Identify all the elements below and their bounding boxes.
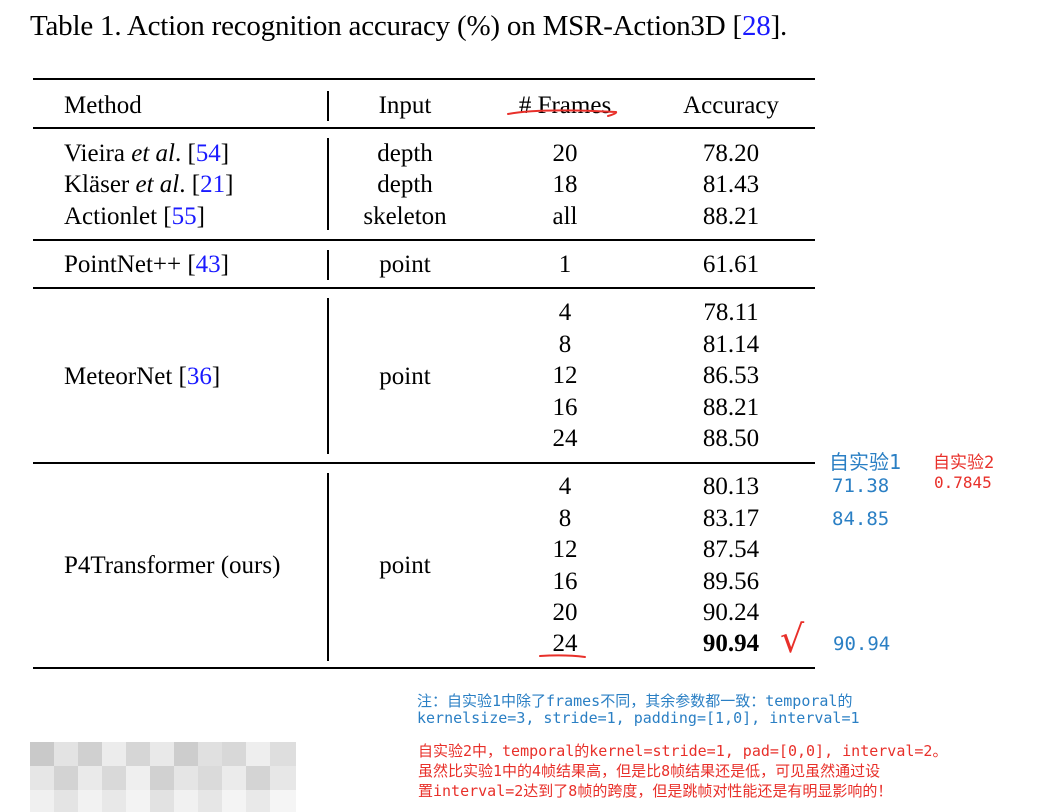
meteornet-input: point bbox=[379, 363, 431, 390]
exp1-value-4frames: 71.38 bbox=[832, 475, 890, 497]
table-row-input: depth bbox=[377, 140, 433, 167]
col-separator bbox=[327, 250, 329, 280]
table-row-input: depth bbox=[377, 171, 433, 198]
table-row-accuracy: 81.43 bbox=[702, 171, 760, 198]
p4-accuracy-cell: 90.24 bbox=[702, 599, 760, 626]
table-row-method: Actionlet [55] bbox=[64, 203, 205, 230]
meteornet-frames-cell: 4 bbox=[558, 299, 572, 326]
meteornet-accuracy-cell: 88.50 bbox=[702, 425, 760, 452]
meteornet-frames-cell: 16 bbox=[552, 394, 578, 421]
p4-frames-cell: 8 bbox=[558, 505, 572, 532]
p4-accuracy-cell: 89.56 bbox=[702, 568, 760, 595]
p4-frames-cell: 24 bbox=[552, 630, 578, 657]
meteornet-accuracy-cell: 88.21 bbox=[702, 394, 760, 421]
table-row-input: skeleton bbox=[363, 203, 447, 230]
meteornet-accuracy-cell: 86.53 bbox=[702, 362, 760, 389]
top-rule bbox=[33, 78, 815, 80]
note-exp2-line2: 虽然比实验1中的4帧结果高，但是比8帧结果还是低，可见虽然通过设 bbox=[418, 762, 881, 780]
bottom-rule bbox=[33, 667, 815, 669]
table-row-accuracy: 78.20 bbox=[702, 140, 760, 167]
citation-link[interactable]: 55 bbox=[171, 203, 197, 230]
table-row-frames: 1 bbox=[558, 251, 572, 278]
note-exp1-line2: kernelsize=3, stride=1, padding=[1,0], i… bbox=[417, 709, 860, 727]
citation-link[interactable]: 21 bbox=[200, 171, 226, 198]
table-row-accuracy: 88.21 bbox=[702, 203, 760, 230]
p4-input: point bbox=[379, 552, 431, 579]
table-row-method: Kläser et al. [21] bbox=[64, 171, 234, 198]
meteornet-method: MeteorNet [36] bbox=[64, 363, 221, 390]
exp1-value-8frames: 84.85 bbox=[832, 508, 890, 530]
group-rule-1 bbox=[33, 239, 815, 241]
meteornet-accuracy-cell: 78.11 bbox=[703, 299, 759, 326]
p4-accuracy-cell: 80.13 bbox=[702, 473, 760, 500]
table-row-input: point bbox=[379, 251, 431, 278]
p4-accuracy-cell: 83.17 bbox=[702, 505, 760, 532]
header-rule bbox=[33, 127, 815, 129]
group-rule-2 bbox=[33, 287, 815, 289]
table-caption: Table 1. Action recognition accuracy (%)… bbox=[30, 10, 788, 42]
col-separator bbox=[327, 91, 329, 121]
table-row-method: PointNet++ [43] bbox=[64, 251, 229, 278]
p4-frames-cell: 16 bbox=[552, 568, 578, 595]
group-rule-3 bbox=[33, 462, 815, 464]
table-row-frames: all bbox=[552, 203, 578, 230]
citation-link[interactable]: 36 bbox=[186, 363, 212, 390]
p4-accuracy-best: 90.94 bbox=[702, 630, 760, 657]
p4-accuracy-cell: 87.54 bbox=[702, 536, 760, 563]
exp2-title: 自实验2 bbox=[933, 453, 995, 473]
p4-frames-cell: 12 bbox=[552, 536, 578, 563]
col-separator bbox=[327, 298, 329, 454]
header-method: Method bbox=[64, 92, 142, 119]
note-exp2-line1: 自实验2中，temporal的kernel=stride=1, pad=[0,0… bbox=[418, 742, 948, 760]
table-row-frames: 20 bbox=[552, 140, 578, 167]
table-row-method: Vieira et al. [54] bbox=[64, 140, 230, 167]
meteornet-accuracy-cell: 81.14 bbox=[702, 331, 760, 358]
exp1-title: 自实验1 bbox=[829, 450, 902, 474]
note-exp1-line1: 注：自实验1中除了frames不同，其余参数都一致：temporal的 bbox=[417, 692, 853, 710]
exp1-value-24frames: 90.94 bbox=[833, 633, 891, 655]
citation-link[interactable]: 54 bbox=[195, 140, 221, 167]
exp2-value-4frames: 0.7845 bbox=[934, 473, 992, 492]
header-accuracy: Accuracy bbox=[683, 92, 779, 119]
col-separator bbox=[327, 473, 329, 661]
p4-method: P4Transformer (ours) bbox=[64, 552, 281, 579]
table-row-accuracy: 61.61 bbox=[702, 251, 760, 278]
citation-link[interactable]: 43 bbox=[195, 251, 221, 278]
meteornet-frames-cell: 12 bbox=[552, 362, 578, 389]
p4-frames-cell: 20 bbox=[552, 599, 578, 626]
p4-frames-cell: 4 bbox=[558, 473, 572, 500]
col-separator bbox=[327, 138, 329, 230]
meteornet-frames-cell: 8 bbox=[558, 331, 572, 358]
pixelated-redaction bbox=[30, 742, 296, 812]
meteornet-frames-cell: 24 bbox=[552, 425, 578, 452]
table-row-frames: 18 bbox=[552, 171, 578, 198]
citation-link[interactable]: 28 bbox=[741, 10, 771, 42]
header-input: Input bbox=[378, 92, 432, 119]
header-frames: # Frames bbox=[518, 92, 612, 119]
checkmark-icon: √ bbox=[780, 617, 805, 661]
note-exp2-line3: 置interval=2达到了8帧的跨度，但是跳帧对性能还是有明显影响的！ bbox=[418, 782, 893, 800]
